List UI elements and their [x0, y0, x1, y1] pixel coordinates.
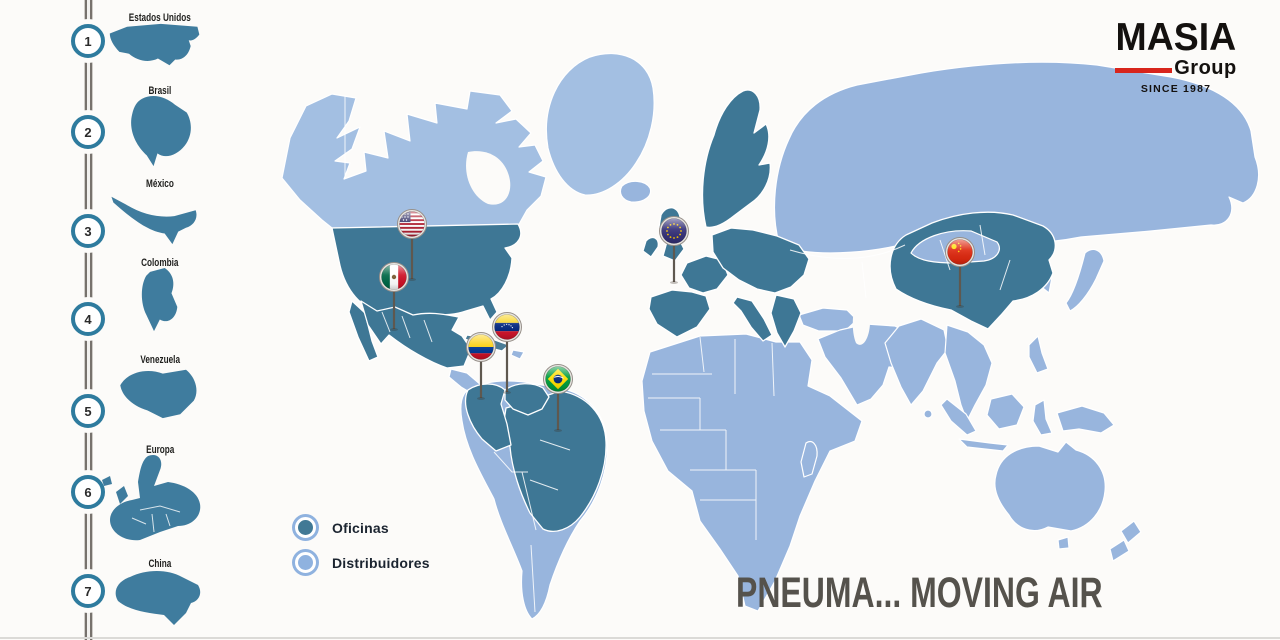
- badge-number: 2: [84, 124, 92, 140]
- legend-item-distribuidores: Distribuidores: [292, 549, 430, 576]
- badge-number: 7: [84, 583, 92, 599]
- mexico-silhouette-icon: [111, 196, 197, 245]
- sidebar-badge-4: 4: [71, 302, 105, 336]
- sidebar-item-label: Venezuela: [140, 354, 180, 367]
- country-africa: [641, 333, 863, 612]
- venezuela-silhouette-icon: [120, 369, 197, 419]
- sidebar-item-label: Europa: [145, 444, 175, 457]
- tagline: PNEUMA... MOVING AIR: [736, 568, 1103, 617]
- pin-colombia-flag-icon: [466, 332, 496, 400]
- sidebar-badge-6: 6: [71, 475, 105, 509]
- scandinavia: [701, 89, 771, 229]
- iberia: [648, 289, 711, 338]
- legend: Oficinas Distribuidores: [292, 514, 430, 584]
- pin-eu-flag-icon: [659, 216, 689, 284]
- sidebar-item-venezuela: Venezuela: [85, 350, 235, 368]
- europa-silhouette-icon: [102, 454, 201, 541]
- legend-label: Oficinas: [332, 519, 389, 536]
- badge-number: 1: [84, 33, 92, 49]
- sidebar-badge-7: 7: [71, 574, 105, 608]
- sidebar-item-colombia: Colombia: [85, 253, 235, 271]
- country-iceland: [619, 180, 652, 203]
- distributor-marker-icon: [292, 549, 319, 576]
- country-colombia: [464, 383, 512, 452]
- bottom-divider: [0, 637, 1280, 639]
- caspian-sea: [852, 299, 871, 345]
- badge-number: 5: [84, 403, 92, 419]
- map-borders: [344, 96, 1011, 613]
- pin-mexico-flag-icon: [379, 262, 409, 331]
- southeast-asia: [944, 324, 993, 422]
- country-france: [680, 255, 729, 294]
- central-europe: [711, 227, 810, 294]
- country-australia: [994, 441, 1106, 532]
- hudson-bay: [466, 151, 511, 205]
- sidebar-badge-3: 3: [71, 214, 105, 248]
- badge-number: 6: [84, 484, 92, 500]
- masia-group-logo: MASIA Group SINCE 1987: [1102, 18, 1250, 95]
- sidebar-item-label: México: [146, 178, 174, 191]
- sidebar-badge-5: 5: [71, 394, 105, 428]
- country-usa: [331, 223, 522, 321]
- country-canada: [281, 90, 547, 229]
- brand-sub: Group: [1174, 57, 1237, 79]
- legend-item-oficinas: Oficinas: [292, 514, 430, 541]
- badge-number: 3: [84, 223, 92, 239]
- brand-since: SINCE 1987: [1140, 83, 1212, 95]
- sidebar-item-label: Brasil: [148, 85, 172, 98]
- sidebar-item-mexico: México: [85, 174, 235, 192]
- sidebar-item-label: Estados Unidos: [129, 12, 191, 25]
- pin-usa-flag-icon: [397, 209, 427, 281]
- sidebar-item-europa: Europa: [85, 440, 235, 458]
- country-greenland: [545, 53, 655, 196]
- sidebar-item-label: Colombia: [141, 257, 179, 270]
- country-brazil: [502, 390, 607, 532]
- badge-number: 4: [84, 311, 92, 327]
- brazil-silhouette-icon: [131, 96, 191, 167]
- country-madagascar: [800, 441, 818, 478]
- colombia-silhouette-icon: [141, 268, 178, 332]
- china-silhouette-icon: [115, 571, 201, 625]
- country-india: [884, 318, 949, 406]
- pin-venezuela-flag-icon: [492, 312, 522, 394]
- country-japan: [1065, 248, 1105, 312]
- legend-label: Distribuidores: [332, 554, 430, 571]
- office-marker-icon: [292, 514, 319, 541]
- sidebar-item-estados-unidos: Estados Unidos: [85, 8, 235, 26]
- sidebar-badge-1: 1: [71, 24, 105, 58]
- logo-red-bar: [1115, 68, 1173, 73]
- country-new-guinea: [1056, 405, 1115, 434]
- country-turkey: [798, 307, 858, 332]
- country-venezuela: [504, 383, 550, 416]
- country-italy: [732, 296, 773, 342]
- brand-name: MASIA: [1115, 16, 1237, 59]
- usa-silhouette-icon: [109, 23, 200, 66]
- balkans: [770, 294, 802, 348]
- pin-china-flag-icon: [945, 237, 975, 308]
- sidebar-item-brasil: Brasil: [85, 81, 235, 99]
- sidebar-badge-2: 2: [71, 115, 105, 149]
- sidebar-item-china: China: [85, 554, 235, 572]
- pin-brazil-flag-icon: [543, 364, 573, 432]
- sidebar-item-label: China: [148, 558, 172, 571]
